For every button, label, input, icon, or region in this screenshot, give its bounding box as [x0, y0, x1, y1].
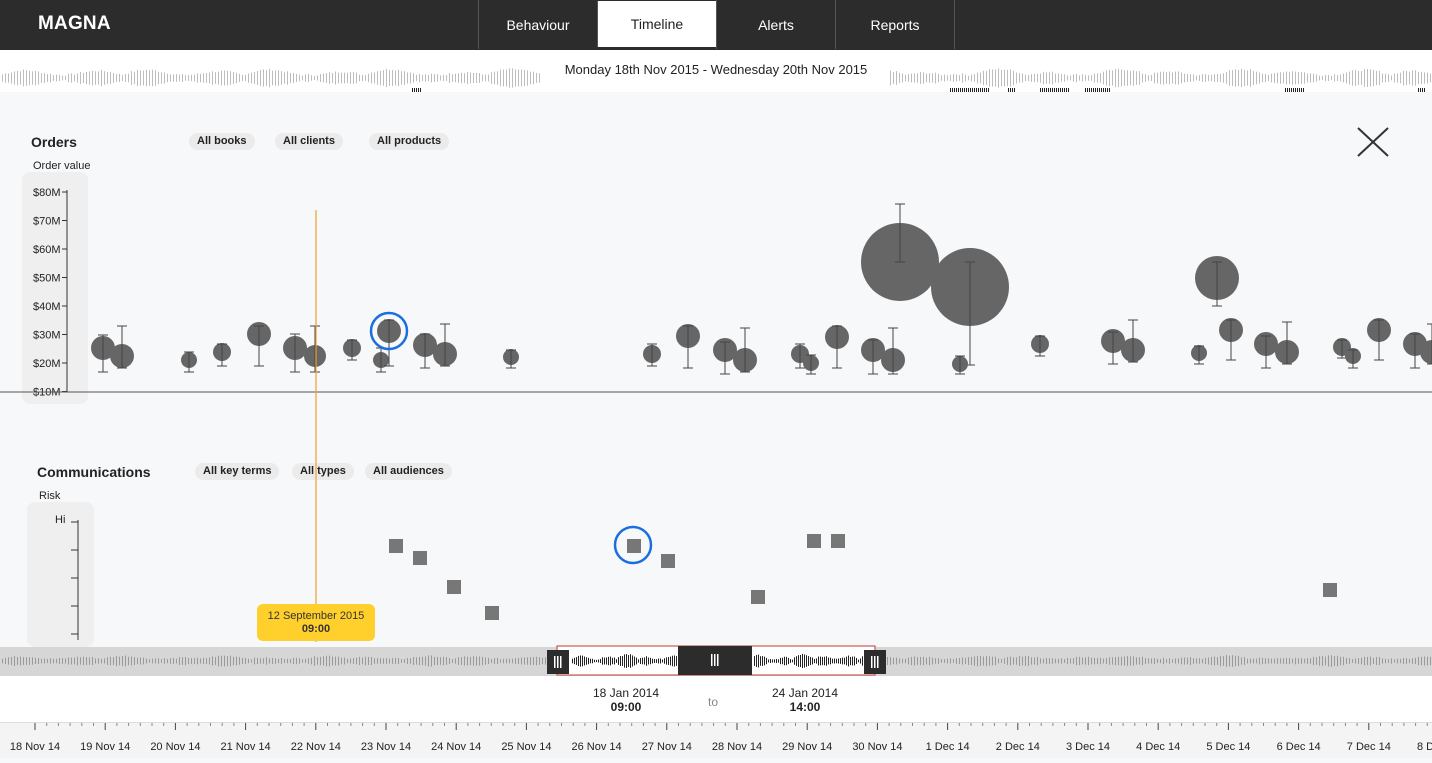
- grip-icon: [554, 656, 562, 668]
- date-axis-label: 8 Dec 14: [1417, 741, 1432, 753]
- app-logo: MAGNA: [38, 13, 111, 34]
- risk-axis-label: Risk: [39, 490, 61, 502]
- date-axis-label: 30 Nov 14: [852, 741, 902, 753]
- date-axis-label: 26 Nov 14: [572, 741, 622, 753]
- date-axis-label: 5 Dec 14: [1206, 741, 1250, 753]
- date-axis-label: 20 Nov 14: [150, 741, 200, 753]
- filter-all-audiences[interactable]: All audiences: [365, 463, 452, 480]
- orders-title: Orders: [31, 134, 77, 150]
- filter-all-types[interactable]: All types: [292, 463, 354, 480]
- grip-icon: [711, 654, 719, 666]
- close-button[interactable]: [1356, 126, 1390, 160]
- range-start: 18 Jan 2014 09:00: [571, 686, 681, 714]
- marker-tooltip: 12 September 2015 09:00: [257, 604, 375, 641]
- range-end: 24 Jan 2014 14:00: [750, 686, 860, 714]
- tab-reports[interactable]: Reports: [835, 0, 955, 49]
- date-axis-label: 1 Dec 14: [926, 741, 970, 753]
- date-axis-label: 18 Nov 14: [10, 741, 60, 753]
- date-axis-ticks: 18 Nov 14 19 Nov 14 20 Nov 14 21 Nov 14 22 N…: [10, 723, 1432, 753]
- range-selection[interactable]: [0, 645, 1432, 677]
- overview-date-range: Monday 18th Nov 2015 - Wednesday 20th No…: [564, 62, 868, 77]
- date-axis-label: 19 Nov 14: [80, 741, 130, 753]
- orders-axis-label: Order value: [33, 160, 91, 172]
- marker-date: 12 September 2015: [267, 610, 365, 622]
- date-axis-label: 27 Nov 14: [642, 741, 692, 753]
- overview-strip[interactable]: Monday 18th Nov 2015 - Wednesday 20th No…: [0, 50, 1432, 93]
- date-axis-label: 2 Dec 14: [996, 741, 1040, 753]
- selected-waveform: [572, 653, 863, 669]
- filter-all-books[interactable]: All books: [189, 133, 255, 150]
- filter-all-clients[interactable]: All clients: [275, 133, 343, 150]
- range-end-date: 24 Jan 2014: [771, 686, 839, 700]
- range-dates: 18 Jan 2014 09:00 to 24 Jan 2014 14:00: [0, 676, 1432, 722]
- date-axis-label: 24 Nov 14: [431, 741, 481, 753]
- filter-all-key-terms[interactable]: All key terms: [195, 463, 280, 480]
- date-axis-label: 23 Nov 14: [361, 741, 411, 753]
- close-icon: [1357, 127, 1389, 157]
- tab-timeline[interactable]: Timeline: [597, 1, 716, 47]
- date-axis-label: 29 Nov 14: [782, 741, 832, 753]
- communications-title: Communications: [37, 464, 151, 480]
- range-end-time: 14:00: [789, 700, 821, 714]
- overview-waveform: [2, 68, 1431, 92]
- timeline-panel: [0, 92, 1432, 647]
- date-axis-label: 7 Dec 14: [1347, 741, 1391, 753]
- top-bar: MAGNA Behaviour Timeline Alerts Reports: [0, 0, 1432, 50]
- range-start-time: 09:00: [610, 700, 642, 714]
- date-axis-label: 22 Nov 14: [291, 741, 341, 753]
- marker-time: 09:00: [301, 623, 331, 635]
- grip-icon: [871, 656, 879, 668]
- range-separator: to: [708, 695, 719, 709]
- tab-alerts[interactable]: Alerts: [716, 0, 835, 49]
- date-axis-label: 6 Dec 14: [1277, 741, 1321, 753]
- main-nav: Behaviour Timeline Alerts Reports: [478, 0, 955, 50]
- date-axis-label: 21 Nov 14: [221, 741, 271, 753]
- date-axis-label: 28 Nov 14: [712, 741, 762, 753]
- date-axis-label: 25 Nov 14: [501, 741, 551, 753]
- tab-behaviour[interactable]: Behaviour: [478, 0, 597, 49]
- scrubber-waveform: [2, 655, 1431, 667]
- date-axis-label: 3 Dec 14: [1066, 741, 1110, 753]
- date-axis[interactable]: 18 Nov 14 19 Nov 14 20 Nov 14 21 Nov 14 22 N…: [0, 722, 1432, 758]
- range-start-date: 18 Jan 2014: [592, 686, 660, 700]
- date-axis-label: 4 Dec 14: [1136, 741, 1180, 753]
- filter-all-products[interactable]: All products: [369, 133, 450, 150]
